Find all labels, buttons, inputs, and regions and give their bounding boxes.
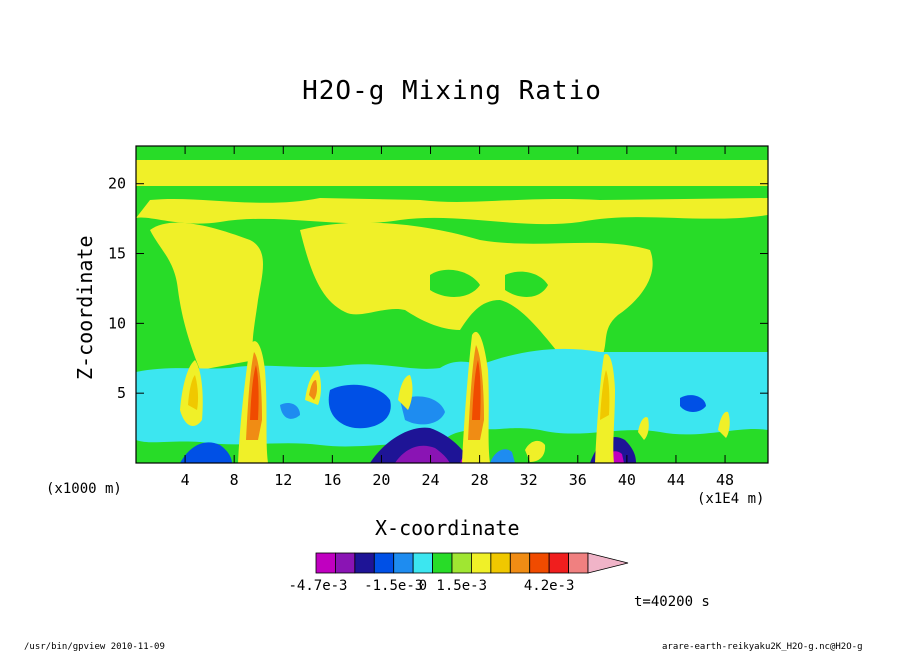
colorbar-swatch [432,552,453,574]
contour-field [136,146,768,463]
cell-mid-1-core [309,380,318,400]
x-ticks: 4 8 12 16 20 24 28 32 36 40 44 48 [181,146,734,489]
upper-yellow-band [136,160,768,186]
colorbar-swatch [451,552,472,574]
surface-pocket-4 [490,449,515,463]
surface-pocket-2 [180,442,232,463]
cell-surface-yellow [525,440,546,462]
x-tick-label: 12 [274,471,292,489]
x-tick-label: 36 [569,471,587,489]
x-tick-label: 44 [667,471,685,489]
anvil-left [150,222,263,370]
colorbar-swatch [412,552,433,574]
core-1-red [250,365,259,420]
surface-pocket-1-inner [395,445,450,463]
anvil-center [300,222,653,360]
colorbar-label: 4.2e-3 [524,578,575,594]
colorbar-swatch [471,552,492,574]
cell-right-2 [638,417,649,440]
footer-right: arare-earth-reikyaku2K_H2O-g.nc@H2O-g [662,642,863,652]
x-tick-label: 40 [618,471,636,489]
y-tick-label: 10 [108,314,126,332]
colorbar-swatch [548,552,569,574]
x-tick-label: 32 [520,471,538,489]
colorbar-swatch [509,552,531,574]
blue-pocket-a [328,384,391,429]
colorbar: -4.7e-3 -1.5e-30 1.5e-3 4.2e-3 [288,552,629,594]
chart-title: H2O-g Mixing Ratio [302,76,602,106]
cell-mid-2 [398,375,413,410]
surface-pocket-1 [370,427,470,463]
y-tick-label: 5 [117,384,126,402]
cell-right-1 [718,411,730,438]
y-axis-label: Z-coordinate [73,235,97,381]
colorbar-swatch [529,552,550,574]
x-tick-label: 48 [716,471,734,489]
blue-pocket-b [400,396,445,425]
plot-frame [135,145,769,464]
x-tick-label: 4 [181,471,190,489]
colorbar-swatch [373,552,395,574]
colorbar-label: -4.7e-3 [288,578,347,594]
y-tick-label: 15 [108,245,126,263]
x-tick-label: 28 [471,471,489,489]
colorbar-arrow [587,552,629,574]
colorbar-swatch [315,552,336,574]
dry-layer-right [480,348,768,435]
x-tick-label: 16 [323,471,341,489]
colorbar-swatch [335,552,356,574]
upper-green-stripe [136,190,768,195]
x-units-left: (x1000 m) [46,481,122,497]
y-ticks: 5 10 15 20 [108,175,768,402]
cell-left-1-core [188,375,199,410]
blue-pocket-d [280,403,300,419]
anvil-green-gap-1 [430,269,480,297]
x-tick-label: 20 [372,471,390,489]
x-axis-label: X-coordinate [375,516,520,540]
upper-band-blobs [136,198,768,225]
core-2-red [472,360,481,420]
core-3-orange [600,370,610,420]
anvil-green-gap-2 [505,271,548,297]
footer-left: /usr/bin/gpview 2010-11-09 [24,642,165,652]
colorbar-swatch [568,552,589,574]
x-tick-label: 8 [230,471,239,489]
blue-pocket-c [680,395,706,412]
colorbar-label: -1.5e-3 [364,578,423,594]
colorbar-label: 0 [419,578,427,594]
y-tick-label: 20 [108,175,126,193]
x-units-right: (x1E4 m) [697,491,765,507]
time-label: t=40200 s [634,594,710,610]
colorbar-swatch [490,552,511,574]
colorbar-swatch [354,552,375,574]
colorbar-label: 1.5e-3 [436,578,487,594]
colorbar-swatch [393,552,414,574]
x-tick-label: 24 [421,471,439,489]
